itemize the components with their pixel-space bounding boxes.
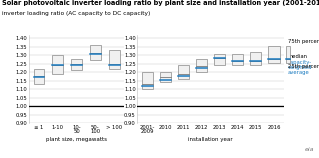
Bar — [71, 59, 82, 70]
Text: capacity-
weighted
average: capacity- weighted average — [288, 60, 312, 75]
Bar — [178, 65, 189, 79]
Text: eia: eia — [305, 147, 314, 152]
Bar — [160, 72, 171, 82]
Bar — [214, 54, 225, 65]
Bar — [196, 59, 207, 72]
X-axis label: plant size, megawatts: plant size, megawatts — [46, 137, 107, 142]
Bar — [90, 45, 101, 60]
Bar — [109, 50, 120, 69]
Text: median: median — [288, 54, 308, 59]
Bar — [52, 55, 63, 74]
Bar — [268, 46, 279, 63]
X-axis label: installation year: installation year — [188, 137, 233, 142]
Bar — [33, 69, 44, 84]
Text: inverter loading ratio (AC capacity to DC capacity): inverter loading ratio (AC capacity to D… — [2, 11, 150, 16]
Text: 25th percentile: 25th percentile — [288, 64, 319, 69]
Bar — [142, 72, 153, 89]
Text: 75th percentile: 75th percentile — [288, 39, 319, 44]
Text: Solar photovoltaic inverter loading ratio by plant size and installation year (2: Solar photovoltaic inverter loading rati… — [2, 0, 319, 6]
Bar — [232, 54, 243, 64]
Bar — [250, 52, 262, 64]
